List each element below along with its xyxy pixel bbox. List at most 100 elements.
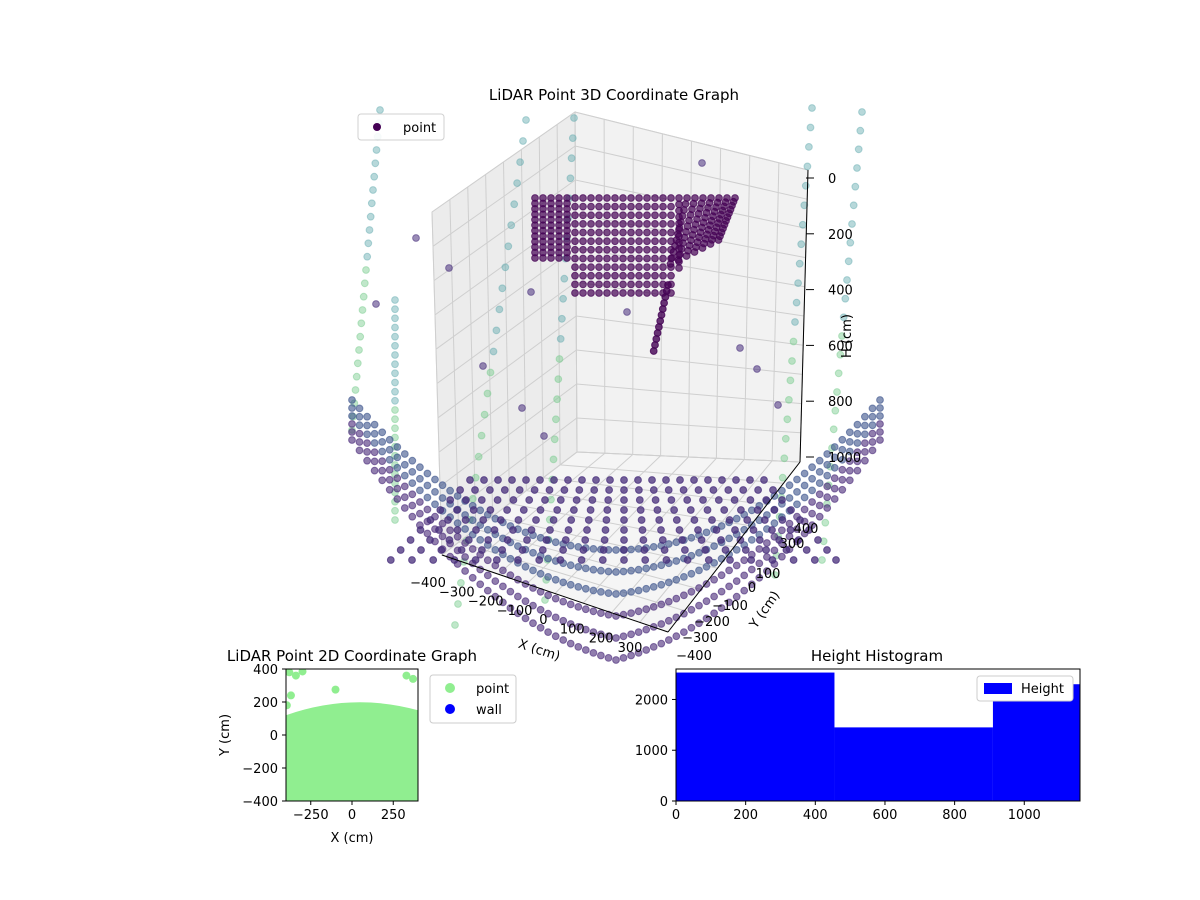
3d-point-floor bbox=[408, 501, 417, 510]
3d-point-floor bbox=[566, 541, 575, 550]
3d-point-floor bbox=[695, 584, 703, 592]
3d-point-wall bbox=[635, 280, 643, 289]
3d-point-floor bbox=[606, 476, 614, 484]
3d-axes bbox=[441, 169, 809, 633]
3d-point-floor bbox=[755, 536, 764, 544]
3d-point-floor bbox=[746, 476, 754, 484]
3d-grid-line bbox=[743, 155, 751, 460]
3d-point-floor bbox=[657, 639, 666, 648]
3d-point-floor bbox=[536, 605, 545, 614]
3d-point-floor bbox=[435, 526, 443, 534]
3d-point-floor bbox=[581, 536, 590, 544]
3d-point-far bbox=[391, 305, 399, 314]
3d-point-floor bbox=[536, 623, 545, 632]
3d-point-floor bbox=[664, 616, 673, 625]
3d-point-floor bbox=[532, 516, 540, 524]
3d-point-floor bbox=[559, 597, 568, 606]
3d-point-far bbox=[483, 389, 492, 398]
3d-point-floor bbox=[664, 578, 673, 587]
3d-point-floor bbox=[754, 486, 762, 494]
3d-point-floor bbox=[823, 460, 832, 469]
3d-point-floor bbox=[702, 528, 711, 537]
3d-point-floor bbox=[518, 546, 527, 554]
3d-point-floor bbox=[491, 546, 500, 554]
3d-point-floor bbox=[597, 566, 605, 575]
3d-point-floor bbox=[396, 546, 405, 554]
2d-legend-label-wall: wall bbox=[476, 703, 502, 718]
3d-point-wall bbox=[603, 211, 611, 220]
3d-point-wall bbox=[603, 271, 611, 280]
3d-point-far bbox=[829, 425, 838, 434]
3d-point-floor bbox=[680, 609, 688, 618]
3d-point-floor bbox=[755, 559, 764, 568]
3d-point-floor bbox=[408, 556, 416, 564]
3d-point-floor bbox=[386, 556, 395, 564]
3d-point-floor bbox=[680, 573, 688, 581]
3d-point-floor bbox=[363, 456, 372, 465]
3d-point-floor bbox=[429, 556, 438, 564]
3d-point-floor bbox=[521, 597, 530, 606]
3d-point-far bbox=[371, 159, 380, 168]
3d-point-floor bbox=[363, 439, 372, 448]
3d-point-wall bbox=[539, 254, 547, 262]
3d-point-floor bbox=[570, 506, 578, 514]
3d-point-far bbox=[516, 158, 524, 167]
3d-point-wall bbox=[595, 220, 603, 228]
histogram-bar bbox=[676, 672, 835, 801]
3d-point-wall bbox=[619, 271, 627, 280]
3d-x-tick-label: 200 bbox=[589, 632, 614, 647]
3d-point-far bbox=[362, 266, 370, 274]
3d-point-floor bbox=[521, 562, 530, 571]
3d-point-wall bbox=[595, 237, 603, 246]
3d-point-floor bbox=[747, 556, 756, 564]
3d-point-wall bbox=[635, 245, 643, 254]
3d-point-floor bbox=[787, 506, 795, 514]
3d-point-far bbox=[391, 369, 399, 378]
3d-point-floor bbox=[578, 476, 586, 484]
3d-point-floor bbox=[699, 496, 707, 504]
3d-point-floor bbox=[687, 587, 696, 596]
3d-point-floor bbox=[868, 429, 877, 438]
3d-point-floor bbox=[838, 445, 847, 454]
3d-point-floor bbox=[794, 536, 803, 544]
3d-point-floor bbox=[363, 430, 372, 439]
3d-point-floor bbox=[642, 564, 651, 573]
3d-point-floor bbox=[348, 412, 356, 420]
3d-point-floor bbox=[491, 592, 500, 601]
3d-point-floor bbox=[417, 546, 425, 554]
3d-point-wall bbox=[611, 245, 619, 254]
histogram-legend-box bbox=[976, 675, 1074, 702]
3d-point-far bbox=[504, 242, 513, 251]
3d-point-far bbox=[833, 388, 841, 396]
3d-point-floor bbox=[363, 448, 372, 456]
3d-point-floor bbox=[845, 428, 854, 437]
3d-point-far bbox=[794, 279, 802, 288]
3d-point-wall bbox=[659, 220, 667, 228]
3d-point-floor bbox=[408, 512, 417, 521]
3d-point-floor bbox=[786, 526, 795, 534]
3d-point-floor bbox=[634, 607, 643, 616]
3d-point-floor bbox=[649, 643, 658, 651]
3d-point-floor bbox=[775, 536, 784, 544]
2d-point bbox=[286, 691, 295, 700]
3d-x-tick-label: −200 bbox=[468, 595, 504, 610]
3d-point-floor bbox=[725, 598, 733, 607]
3d-point-floor bbox=[746, 496, 755, 504]
2d-point-region bbox=[286, 702, 418, 801]
3d-point-floor bbox=[566, 580, 575, 589]
3d-point-floor bbox=[499, 566, 507, 575]
3d-point-floor bbox=[490, 526, 499, 534]
3d-point-floor bbox=[400, 460, 409, 469]
3d-point-floor bbox=[657, 620, 666, 628]
3d-point-wall bbox=[659, 237, 667, 246]
3d-point-floor bbox=[704, 476, 712, 484]
3d-point-wall bbox=[643, 245, 651, 254]
3d-point-floor bbox=[393, 484, 402, 493]
3d-point-wall bbox=[595, 211, 603, 220]
3d-point-far bbox=[554, 375, 563, 384]
3d-point-far bbox=[355, 346, 363, 354]
3d-point-wall bbox=[595, 280, 603, 289]
3d-point-floor bbox=[461, 525, 470, 533]
3d-point-floor bbox=[378, 447, 387, 456]
3d-point-floor bbox=[770, 546, 779, 555]
